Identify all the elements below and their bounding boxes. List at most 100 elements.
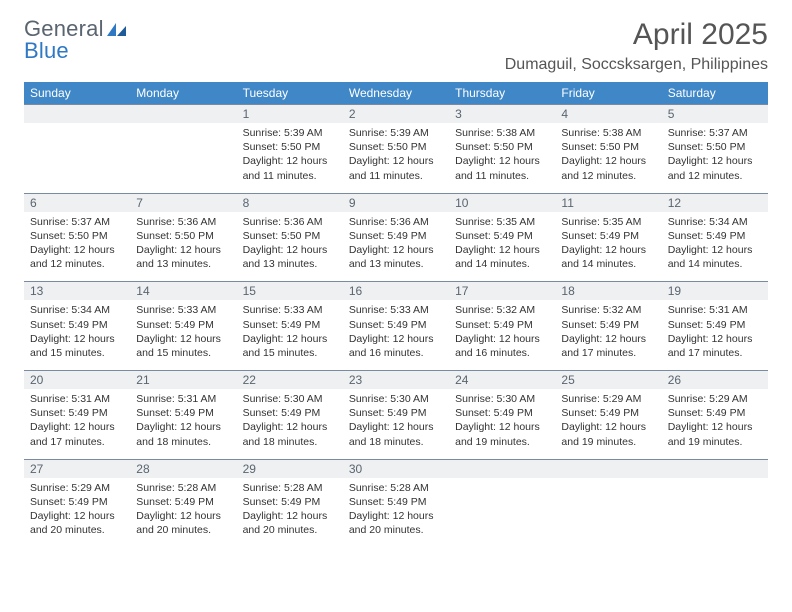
sunset-text: Sunset: 5:49 PM [349,229,443,243]
daylight-text: Daylight: 12 hours and 13 minutes. [349,243,443,271]
day-body-cell: Sunrise: 5:34 AMSunset: 5:49 PMDaylight:… [662,212,768,282]
sunset-text: Sunset: 5:49 PM [455,318,549,332]
daylight-text: Daylight: 12 hours and 20 minutes. [30,509,124,537]
day-body-cell: Sunrise: 5:30 AMSunset: 5:49 PMDaylight:… [343,389,449,459]
day-body-cell: Sunrise: 5:30 AMSunset: 5:49 PMDaylight:… [237,389,343,459]
sunrise-text: Sunrise: 5:39 AM [349,126,443,140]
sunrise-text: Sunrise: 5:29 AM [668,392,762,406]
day-body-cell: Sunrise: 5:31 AMSunset: 5:49 PMDaylight:… [24,389,130,459]
daylight-text: Daylight: 12 hours and 15 minutes. [243,332,337,360]
sunrise-text: Sunrise: 5:35 AM [561,215,655,229]
day-body-cell: Sunrise: 5:36 AMSunset: 5:50 PMDaylight:… [130,212,236,282]
sunrise-text: Sunrise: 5:30 AM [455,392,549,406]
day-number-cell: 2 [343,105,449,124]
daylight-text: Daylight: 12 hours and 17 minutes. [668,332,762,360]
day-body-cell: Sunrise: 5:37 AMSunset: 5:50 PMDaylight:… [24,212,130,282]
day-number-cell: 16 [343,282,449,301]
sunset-text: Sunset: 5:49 PM [455,406,549,420]
sunset-text: Sunset: 5:50 PM [349,140,443,154]
weekday-header: Sunday [24,82,130,105]
daylight-text: Daylight: 12 hours and 13 minutes. [136,243,230,271]
day-body-cell: Sunrise: 5:29 AMSunset: 5:49 PMDaylight:… [555,389,661,459]
weekday-header: Saturday [662,82,768,105]
sunrise-text: Sunrise: 5:33 AM [349,303,443,317]
sunset-text: Sunset: 5:50 PM [30,229,124,243]
sunrise-text: Sunrise: 5:30 AM [349,392,443,406]
day-number-cell: 22 [237,371,343,390]
sunrise-text: Sunrise: 5:28 AM [243,481,337,495]
day-body-cell: Sunrise: 5:37 AMSunset: 5:50 PMDaylight:… [662,123,768,193]
sunrise-text: Sunrise: 5:29 AM [30,481,124,495]
daylight-text: Daylight: 12 hours and 12 minutes. [30,243,124,271]
sunset-text: Sunset: 5:49 PM [349,495,443,509]
sunset-text: Sunset: 5:49 PM [30,495,124,509]
calendar-week-daynums: 13141516171819 [24,282,768,301]
sunset-text: Sunset: 5:49 PM [136,318,230,332]
sunrise-text: Sunrise: 5:31 AM [136,392,230,406]
weekday-header: Monday [130,82,236,105]
sunset-text: Sunset: 5:49 PM [561,318,655,332]
sunset-text: Sunset: 5:49 PM [30,318,124,332]
day-body-cell: Sunrise: 5:33 AMSunset: 5:49 PMDaylight:… [237,300,343,370]
day-body-cell: Sunrise: 5:29 AMSunset: 5:49 PMDaylight:… [662,389,768,459]
sunrise-text: Sunrise: 5:36 AM [349,215,443,229]
daylight-text: Daylight: 12 hours and 19 minutes. [668,420,762,448]
daylight-text: Daylight: 12 hours and 19 minutes. [455,420,549,448]
day-number-cell: 12 [662,193,768,212]
day-number-cell [662,459,768,478]
sunset-text: Sunset: 5:50 PM [243,229,337,243]
sunset-text: Sunset: 5:50 PM [136,229,230,243]
calendar-weekday-header: SundayMondayTuesdayWednesdayThursdayFrid… [24,82,768,105]
day-number-cell: 28 [130,459,236,478]
sunset-text: Sunset: 5:49 PM [668,318,762,332]
day-number-cell: 25 [555,371,661,390]
day-body-cell: Sunrise: 5:33 AMSunset: 5:49 PMDaylight:… [343,300,449,370]
sunset-text: Sunset: 5:50 PM [455,140,549,154]
daylight-text: Daylight: 12 hours and 12 minutes. [668,154,762,182]
day-number-cell: 24 [449,371,555,390]
sunrise-text: Sunrise: 5:28 AM [136,481,230,495]
day-number-cell: 4 [555,105,661,124]
brand-logo: GeneralBlue [24,18,129,62]
sunset-text: Sunset: 5:50 PM [561,140,655,154]
sunrise-text: Sunrise: 5:38 AM [455,126,549,140]
day-body-cell [24,123,130,193]
day-body-cell: Sunrise: 5:35 AMSunset: 5:49 PMDaylight:… [555,212,661,282]
day-number-cell: 18 [555,282,661,301]
day-number-cell: 9 [343,193,449,212]
calendar-week-daynums: 12345 [24,105,768,124]
day-number-cell: 21 [130,371,236,390]
day-body-cell: Sunrise: 5:29 AMSunset: 5:49 PMDaylight:… [24,478,130,548]
day-number-cell: 11 [555,193,661,212]
day-number-cell: 7 [130,193,236,212]
sunrise-text: Sunrise: 5:28 AM [349,481,443,495]
day-body-cell [130,123,236,193]
day-body-cell: Sunrise: 5:32 AMSunset: 5:49 PMDaylight:… [555,300,661,370]
sunrise-text: Sunrise: 5:31 AM [30,392,124,406]
sunrise-text: Sunrise: 5:38 AM [561,126,655,140]
day-body-cell: Sunrise: 5:38 AMSunset: 5:50 PMDaylight:… [449,123,555,193]
sunset-text: Sunset: 5:49 PM [668,406,762,420]
daylight-text: Daylight: 12 hours and 11 minutes. [349,154,443,182]
day-body-cell: Sunrise: 5:39 AMSunset: 5:50 PMDaylight:… [343,123,449,193]
title-block: April 2025 Dumaguil, Soccsksargen, Phili… [505,18,768,74]
daylight-text: Daylight: 12 hours and 18 minutes. [136,420,230,448]
daylight-text: Daylight: 12 hours and 16 minutes. [455,332,549,360]
sunset-text: Sunset: 5:49 PM [561,406,655,420]
daylight-text: Daylight: 12 hours and 15 minutes. [30,332,124,360]
day-body-cell: Sunrise: 5:28 AMSunset: 5:49 PMDaylight:… [237,478,343,548]
day-number-cell [555,459,661,478]
sunrise-text: Sunrise: 5:34 AM [30,303,124,317]
sunset-text: Sunset: 5:49 PM [349,406,443,420]
day-body-cell: Sunrise: 5:36 AMSunset: 5:50 PMDaylight:… [237,212,343,282]
weekday-header: Tuesday [237,82,343,105]
daylight-text: Daylight: 12 hours and 14 minutes. [455,243,549,271]
sunrise-text: Sunrise: 5:32 AM [455,303,549,317]
brand-sail-icon [107,18,129,40]
daylight-text: Daylight: 12 hours and 20 minutes. [349,509,443,537]
daylight-text: Daylight: 12 hours and 17 minutes. [30,420,124,448]
sunrise-text: Sunrise: 5:29 AM [561,392,655,406]
sunset-text: Sunset: 5:49 PM [243,406,337,420]
daylight-text: Daylight: 12 hours and 13 minutes. [243,243,337,271]
daylight-text: Daylight: 12 hours and 15 minutes. [136,332,230,360]
